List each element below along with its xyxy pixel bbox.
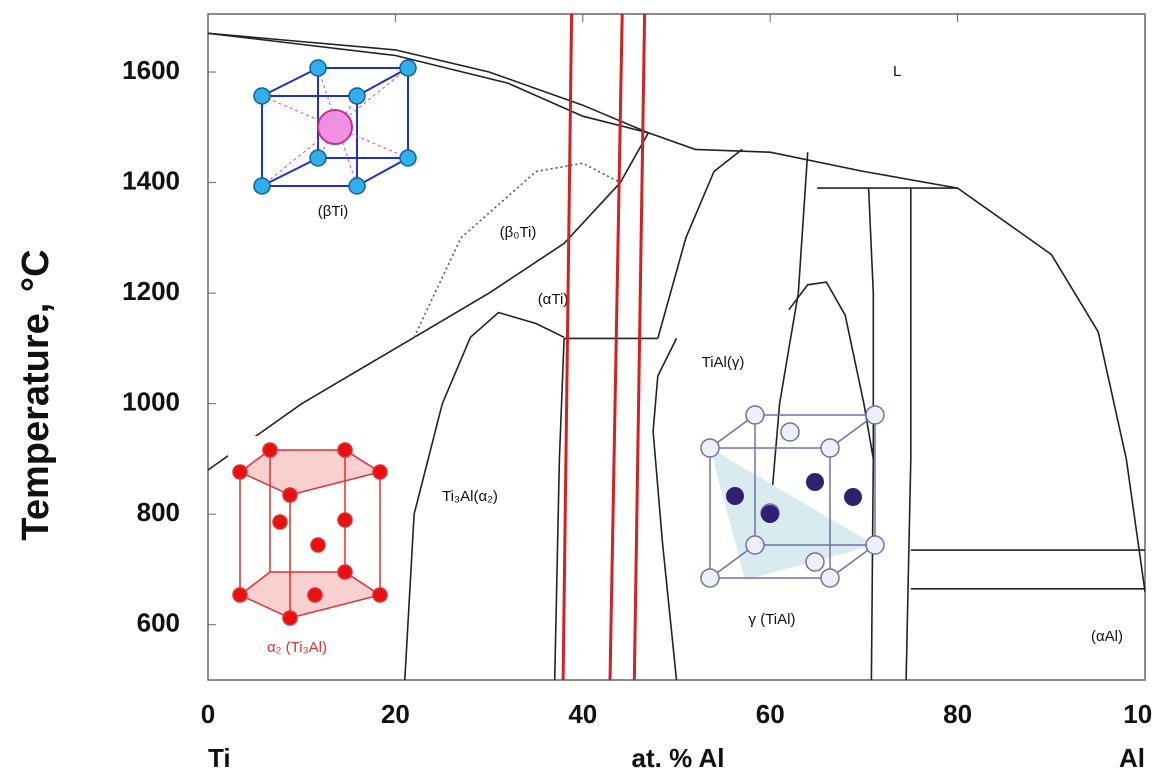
region-label: (αTi) <box>538 291 569 308</box>
region-label: TiAl(γ) <box>702 354 745 371</box>
region-label: Ti₃Al(α₂) <box>442 488 498 505</box>
region-label: L <box>893 63 901 80</box>
structure-label: α₂ (Ti₃Al) <box>267 639 327 656</box>
region-label: (β₀Ti) <box>500 224 537 241</box>
x-axis-label: at. % Al <box>632 743 725 773</box>
phase-boundary <box>653 338 676 680</box>
structure-label: γ (TiAl) <box>749 611 796 628</box>
chart: L (βTi) (β₀Ti) (αTi) TiAl(γ) Ti₃Al(α₂) (… <box>0 0 1153 778</box>
x-tick-label: 20 <box>381 699 410 729</box>
x-tick-label: 60 <box>756 699 785 729</box>
x-tick-label: 0 <box>201 699 215 729</box>
y-axis-label: Temperature, °C <box>15 249 57 540</box>
x-tick-label: 100 <box>1123 699 1153 729</box>
y-tick-label: 1600 <box>122 55 180 85</box>
alpha2-cell <box>228 436 398 626</box>
phase-boundary <box>658 149 742 338</box>
region-label: (βTi) <box>318 203 349 220</box>
composition-line <box>610 14 622 680</box>
phase-boundary <box>770 152 808 514</box>
y-tick-label: 1000 <box>122 387 180 417</box>
y-tick-label: 600 <box>137 608 180 638</box>
phase-boundary <box>208 33 648 133</box>
x-start-label: Ti <box>208 743 231 773</box>
x-tick-label: 80 <box>943 699 972 729</box>
x-end-label: Al <box>1119 743 1145 773</box>
phase-boundary <box>789 282 873 459</box>
beta-ti-cell <box>254 60 416 194</box>
region-label: (αAl) <box>1091 628 1123 645</box>
y-tick-label: 1200 <box>122 276 180 306</box>
gamma-cell <box>701 406 884 587</box>
phase-boundary <box>208 133 648 470</box>
y-tick-label: 800 <box>137 497 180 527</box>
x-tick-label: 40 <box>568 699 597 729</box>
composition-line <box>634 14 644 680</box>
phase-boundary <box>414 163 620 337</box>
y-tick-label: 1400 <box>122 165 180 195</box>
phase-boundary <box>906 188 911 680</box>
